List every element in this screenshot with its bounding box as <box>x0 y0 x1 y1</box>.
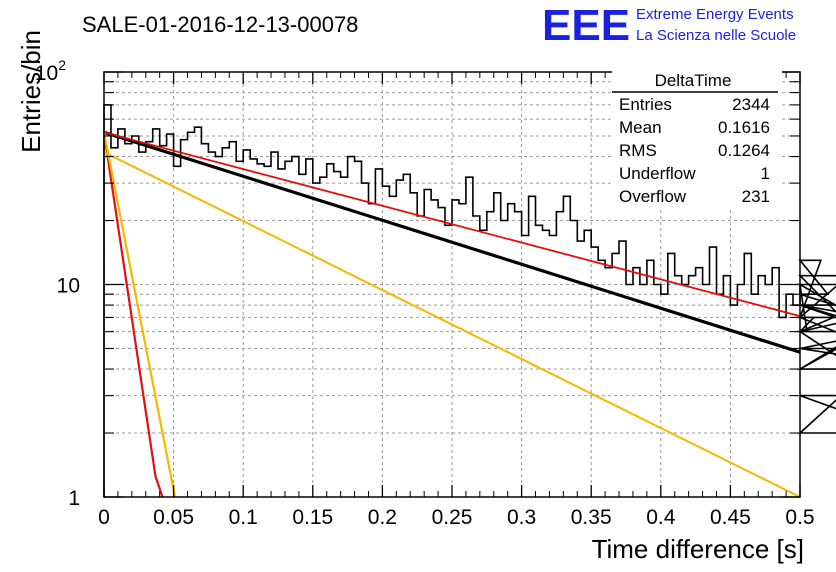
x-tick-label: 0.35 <box>571 506 612 529</box>
x-tick-label: 0.2 <box>368 506 397 529</box>
eee-logo-line1: Extreme Energy Events <box>636 6 794 23</box>
eee-logo-letters: EEE <box>542 1 630 50</box>
stats-value: 0.1616 <box>718 118 770 137</box>
fit-line <box>103 130 801 354</box>
fit-line <box>103 151 801 498</box>
y-tick-label: 1 <box>68 487 80 510</box>
x-axis-title: Time difference [s] <box>592 534 804 564</box>
stats-label: Mean <box>619 118 662 137</box>
histogram-outline <box>103 104 836 497</box>
eee-logo-line2: La Scienza nelle Scuole <box>636 27 796 44</box>
eee-logo: EEE Extreme Energy Events La Scienza nel… <box>542 1 796 50</box>
x-tick-label: 0.25 <box>432 506 473 529</box>
stats-label: Underflow <box>619 164 696 183</box>
stats-value: 2344 <box>732 95 770 114</box>
fit-line <box>102 132 164 498</box>
stats-label: RMS <box>619 141 657 160</box>
fit-line <box>102 132 177 498</box>
stats-value: 231 <box>742 187 770 206</box>
chart-title: SALE-01-2016-12-13-00078 <box>82 12 358 37</box>
x-tick-label: 0.4 <box>646 506 676 529</box>
stats-value: 1 <box>761 164 770 183</box>
x-tick-label: 0 <box>98 506 110 529</box>
stats-title: DeltaTime <box>655 71 732 90</box>
fit-lines <box>102 130 801 498</box>
y-tick-label: 10 <box>57 275 80 298</box>
x-tick-label: 0.05 <box>153 506 194 529</box>
stats-label: Entries <box>619 95 672 114</box>
stats-box-bg <box>612 70 782 210</box>
x-tick-label: 0.1 <box>229 506 258 529</box>
x-tick-label: 0.5 <box>785 506 814 529</box>
stats-value: 0.1264 <box>718 141 770 160</box>
y-tick-exponent: 2 <box>58 57 66 73</box>
fit-line <box>103 131 801 317</box>
stats-box: DeltaTime Entries 2344 Mean 0.1616 RMS 0.1264… <box>612 70 782 210</box>
histogram <box>103 104 836 497</box>
stats-label: Overflow <box>619 187 687 206</box>
y-axis-title: Entries/bin <box>16 30 46 153</box>
x-tick-label: 0.3 <box>507 506 536 529</box>
x-tick-label: 0.15 <box>292 506 333 529</box>
x-tick-label: 0.45 <box>710 506 751 529</box>
